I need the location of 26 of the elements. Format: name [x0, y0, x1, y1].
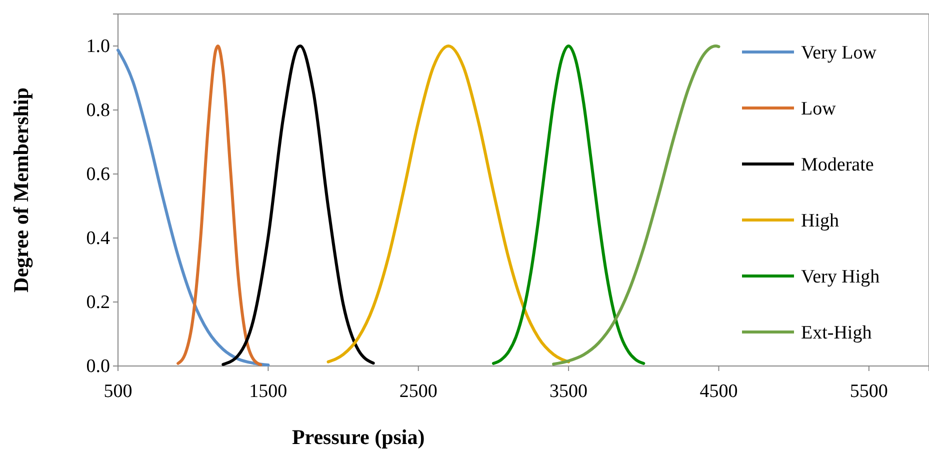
line-series — [222, 44, 375, 366]
y-tick-label: 0.4 — [86, 228, 110, 250]
x-tick-label: 3500 — [550, 380, 588, 402]
y-tick-label: 0.0 — [86, 356, 110, 378]
line-series — [116, 48, 270, 367]
y-tick-label: 0.6 — [86, 164, 110, 186]
line-series — [492, 44, 646, 365]
x-tick-label: 4500 — [700, 380, 738, 402]
x-tick-label: 5500 — [850, 380, 888, 402]
x-tick-label: 1500 — [249, 380, 288, 402]
x-axis-title: Pressure (psia) — [292, 425, 425, 449]
x-tick-label: 500 — [104, 380, 132, 402]
legend-label: Very High — [801, 266, 880, 288]
x-tick-label: 2500 — [399, 380, 438, 402]
legend-label: Very Low — [801, 42, 877, 64]
y-tick-label: 0.8 — [86, 100, 110, 122]
legend-label: Ext-High — [801, 322, 872, 344]
legend-label: High — [801, 210, 840, 232]
line-series — [326, 44, 570, 364]
y-axis-title: Degree of Membership — [9, 88, 33, 292]
line-series — [552, 44, 720, 366]
legend-label: Low — [801, 98, 836, 120]
y-tick-label: 1.0 — [86, 36, 110, 58]
line-series — [176, 44, 262, 366]
y-tick-label: 0.2 — [86, 292, 110, 314]
legend-label: Moderate — [801, 154, 874, 176]
